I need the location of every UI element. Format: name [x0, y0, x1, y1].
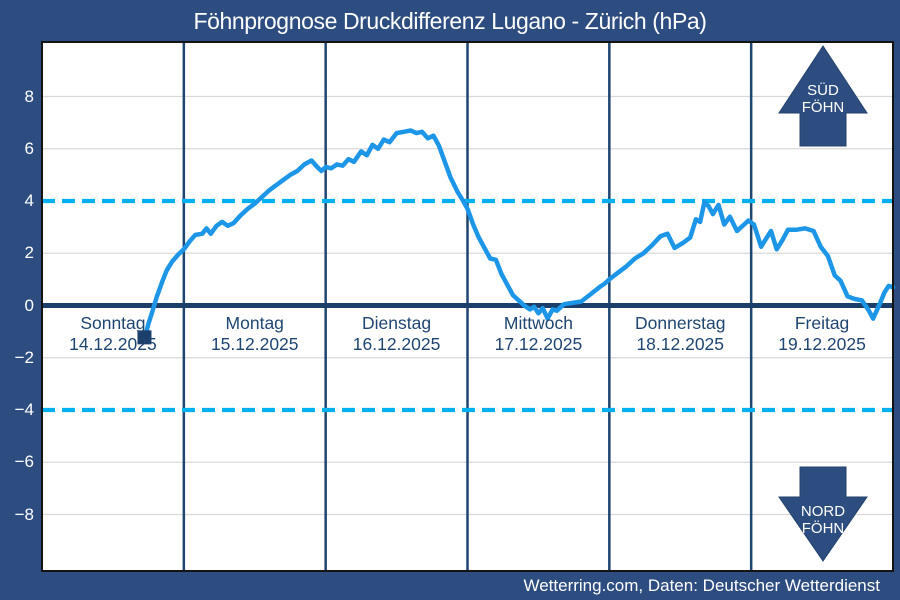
pressure-line	[142, 128, 896, 340]
y-tick-label: −2	[14, 347, 34, 367]
day-label: Freitag 19.12.2025	[751, 313, 893, 354]
y-tick-label: 6	[24, 138, 34, 158]
day-date: 18.12.2025	[636, 333, 725, 354]
y-tick-label: 0	[24, 295, 34, 315]
y-tick-label: −6	[14, 452, 34, 472]
day-date: 17.12.2025	[494, 333, 583, 354]
day-name: Montag	[225, 313, 284, 333]
page-title: Föhnprognose Druckdifferenz Lugano - Zür…	[193, 7, 707, 34]
day-name: Mittwoch	[503, 313, 573, 333]
day-date: 16.12.2025	[352, 333, 441, 354]
day-date: 19.12.2025	[778, 333, 866, 354]
day-name: Dienstag	[362, 313, 432, 333]
day-name: Freitag	[794, 313, 850, 333]
sued-foehn-arrow	[778, 45, 868, 147]
y-axis-labels: 8 6 4 2 0 −2 −4 −6 −8	[0, 0, 36, 572]
y-tick-label: −8	[14, 504, 34, 524]
day-label: Sonntag 14.12.2025	[42, 313, 184, 354]
day-name: Donnerstag	[635, 313, 726, 333]
y-tick-label: 4	[24, 191, 34, 210]
nord-foehn-arrow	[778, 466, 868, 562]
y-tick-label: 8	[24, 86, 34, 106]
sued-foehn-label-line1: SÜD	[807, 81, 839, 99]
nord-foehn-label-line2: FÖHN	[802, 519, 845, 537]
y-tick-label: 2	[24, 243, 34, 263]
plot-border	[41, 41, 894, 572]
start-marker	[137, 330, 152, 345]
day-label: Mittwoch 17.12.2025	[468, 313, 610, 354]
day-date: 14.12.2025	[69, 333, 157, 354]
day-date: 15.12.2025	[210, 333, 299, 354]
day-label: Montag 15.12.2025	[184, 313, 326, 354]
day-label: Dienstag 16.12.2025	[326, 313, 468, 354]
nord-foehn-label-line1: NORD	[801, 503, 845, 520]
y-tick-label: −4	[14, 400, 34, 419]
day-name: Sonntag	[80, 313, 146, 333]
day-label: Donnerstag 18.12.2025	[609, 313, 751, 354]
chart-title-bar: Föhnprognose Druckdifferenz Lugano - Zür…	[0, 0, 900, 42]
attribution-text: Wetterring.com, Daten: Deutscher Wetterd…	[523, 576, 880, 595]
attribution-bar: Wetterring.com, Daten: Deutscher Wetterd…	[0, 572, 900, 600]
sued-foehn-label-line2: FÖHN	[802, 98, 845, 116]
